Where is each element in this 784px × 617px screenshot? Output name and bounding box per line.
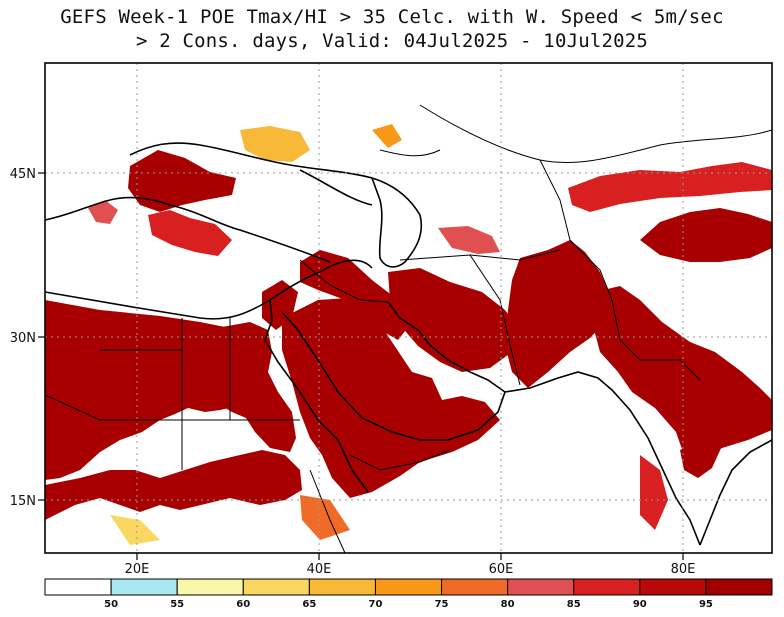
probability-region-edge-1 [240,126,310,162]
probability-region-turkmen [438,226,500,254]
map-field [45,63,772,553]
colorbar-label: 50 [104,599,118,610]
probability-region-india [592,286,772,462]
colorbar-label: 65 [302,599,316,610]
colorbar-label: 90 [633,599,647,610]
colorbar-label: 60 [236,599,250,610]
map-frame [44,62,773,554]
lon-label-20e: 20E [125,562,150,577]
colorbar-bin [374,578,443,596]
colorbar-bin [176,578,244,596]
lat-label-45n: 45N [10,167,36,182]
probability-region-iraq [300,250,412,340]
coastlines [45,142,772,546]
colorbar-label: 80 [501,599,515,610]
lon-label-80e: 80E [671,562,696,577]
probability-region-iran [388,268,520,372]
map-title-line2: > 2 Cons. days, Valid: 04Jul2025 - 10Jul… [135,30,649,52]
probability-region-edge-3 [110,515,160,545]
probability-region-edge-5 [640,455,668,530]
colorbar-bin [705,578,773,596]
graticule [45,63,772,553]
colorbar-bin [441,578,509,596]
colorbar-bin [308,578,376,596]
probability-region-sahel [45,450,302,520]
probability-region-pakistan [505,240,612,388]
probability-region-arabia [282,298,500,498]
lon-label-60e: 60E [489,562,514,577]
colorbar-label: 55 [170,599,184,610]
probability-region-edge-4 [300,495,350,540]
colorbar-label: 70 [368,599,382,610]
lat-label-15n: 15N [10,494,36,509]
colorbar-label: 85 [567,599,581,610]
probability-region-taklamakan [640,208,772,262]
colorbar: 50 55 60 65 70 75 80 85 90 95 [44,578,773,610]
probability-region-italy [88,200,118,224]
colorbar-bin [110,578,178,596]
probability-region-balkans [128,150,236,212]
lon-label-40e: 40E [307,562,332,577]
colorbar-bin [242,578,310,596]
colorbar-bin [639,578,707,596]
probability-region-central-asia [568,162,772,212]
colorbar-bin [507,578,575,596]
map-title-line1: GEFS Week-1 POE Tmax/HI > 35 Celc. with … [60,6,724,28]
probability-region-india-east [680,440,722,478]
colorbar-bin [44,578,112,596]
colorbar-bin [573,578,641,596]
colorbar-label: 75 [435,599,449,610]
probability-region-edge-2 [372,124,402,148]
lat-label-30n: 30N [10,331,36,346]
country-borders [45,104,772,553]
colorbar-label: 95 [699,599,713,610]
axis-ticks [38,172,684,560]
probability-region-greece [148,210,232,256]
